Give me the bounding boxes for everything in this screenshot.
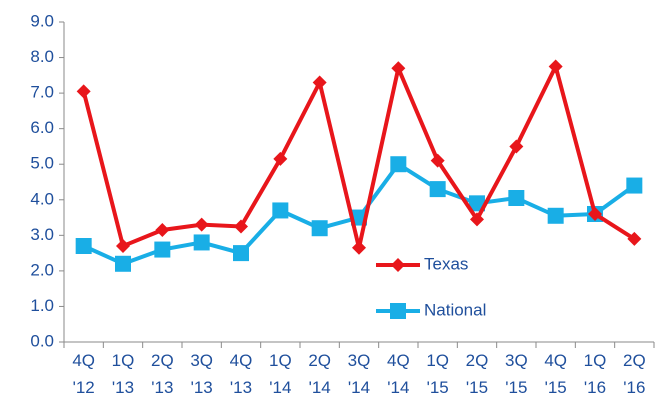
y-tick-label: 5.0 [30, 154, 54, 173]
x-tick-label: 3Q '14 [348, 351, 371, 397]
data-point [508, 190, 525, 206]
data-point [509, 139, 524, 154]
data-point [193, 234, 210, 251]
data-point [272, 202, 289, 219]
data-point [626, 177, 643, 194]
y-tick-label: 2.0 [30, 260, 54, 279]
y-tick-label: 3.0 [30, 225, 54, 244]
x-tick-label: 2Q '14 [308, 351, 331, 397]
y-tick-label: 8.0 [30, 47, 54, 66]
y-tick-label: 4.0 [30, 189, 54, 208]
data-point [352, 240, 366, 255]
data-point [627, 231, 642, 246]
y-tick-label: 6.0 [30, 118, 54, 137]
data-point [312, 75, 327, 90]
data-point [194, 217, 209, 232]
x-tick-label: 1Q '16 [584, 351, 607, 397]
x-tick-label: 4Q '15 [544, 351, 567, 397]
x-tick-label: 2Q '15 [466, 351, 489, 397]
data-point [390, 156, 407, 173]
legend-marker [391, 258, 405, 272]
x-tick-label: 4Q '12 [72, 351, 95, 397]
x-tick-label: 4Q '13 [230, 351, 253, 397]
x-tick-label: 3Q '13 [190, 351, 213, 397]
x-tick-label: 2Q '16 [623, 351, 646, 397]
data-point [469, 195, 485, 212]
data-point [115, 255, 131, 272]
y-tick-label: 9.0 [30, 11, 54, 30]
legend-label: National [424, 300, 486, 319]
legend-marker [390, 303, 406, 319]
data-point [430, 153, 445, 168]
data-point [154, 241, 171, 258]
y-tick-label: 7.0 [30, 83, 54, 102]
x-tick-label: 4Q '14 [387, 351, 410, 397]
legend-label: Texas [424, 254, 468, 273]
x-tick-label: 3Q '15 [505, 351, 528, 397]
x-tick-label: 1Q '14 [269, 351, 292, 397]
data-point [234, 219, 248, 234]
data-point [547, 207, 564, 224]
data-point [75, 238, 92, 254]
x-tick-label: 2Q '13 [151, 351, 174, 397]
data-point [311, 220, 328, 237]
data-point [116, 239, 130, 253]
x-tick-label: 1Q '13 [112, 351, 135, 397]
data-point [391, 61, 406, 76]
data-point [548, 59, 563, 74]
data-point [233, 245, 249, 262]
data-point [429, 181, 446, 198]
y-tick-label: 0.0 [30, 331, 54, 350]
data-point [273, 151, 288, 166]
y-tick-label: 1.0 [30, 296, 54, 315]
data-point [76, 84, 91, 99]
data-point [155, 223, 170, 237]
data-point [470, 212, 484, 227]
data-point [588, 207, 602, 221]
x-tick-label: 1Q '15 [426, 351, 449, 397]
